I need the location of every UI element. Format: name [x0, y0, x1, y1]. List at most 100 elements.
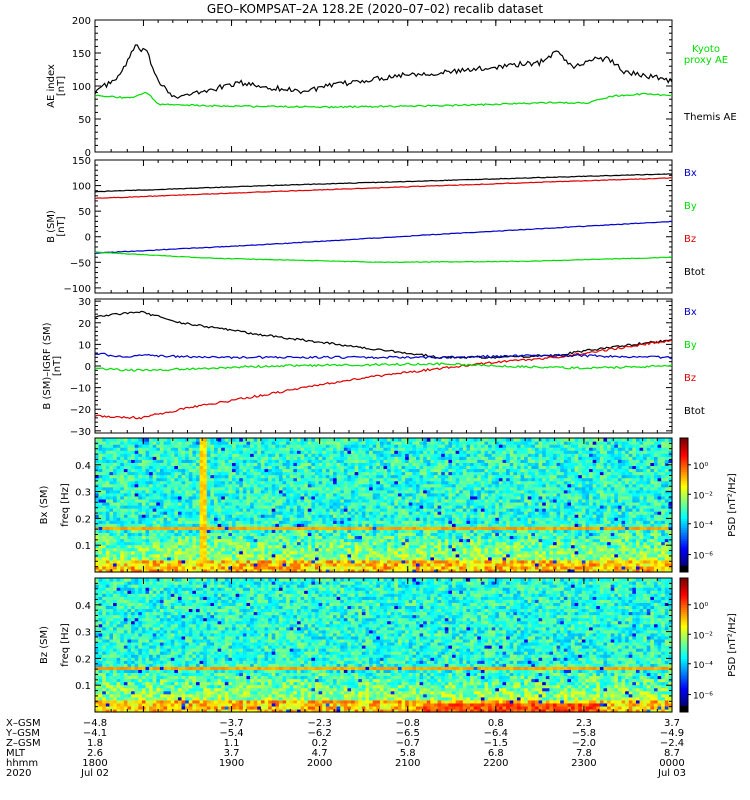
- spectrogram-cell: [152, 538, 157, 543]
- spectrogram-cell: [520, 492, 525, 497]
- spectrogram-cell: [304, 498, 309, 503]
- spectrogram-cell: [480, 486, 486, 491]
- spectrogram-cell: [581, 550, 587, 555]
- spectrogram-cell: [574, 565, 579, 570]
- spectrogram-cell: [322, 511, 327, 515]
- spectrogram-cell: [506, 501, 511, 506]
- spectrogram-cell: [177, 483, 183, 488]
- spectrogram-cell: [574, 547, 579, 552]
- spectrogram-cell: [610, 526, 615, 530]
- spectrogram-cell: [448, 505, 453, 509]
- spectrogram-cell: [603, 523, 608, 527]
- spectrogram-cell: [639, 565, 644, 570]
- spectrogram-cell: [116, 517, 121, 521]
- spectrogram-cell: [131, 556, 136, 561]
- spectrogram-cell: [275, 553, 280, 558]
- spectrogram-cell: [195, 550, 201, 555]
- spectrogram-cell: [444, 505, 450, 509]
- spectrogram-cell: [383, 505, 388, 509]
- spectrogram-cell: [369, 505, 374, 509]
- spectrogram-cell: [614, 514, 619, 518]
- spectrogram-cell: [571, 532, 576, 537]
- spectrogram-cell: [549, 486, 554, 491]
- spectrogram-cell: [448, 550, 453, 555]
- spectrogram-cell: [524, 553, 529, 558]
- spectrogram-cell: [643, 538, 648, 543]
- spectrogram-cell: [531, 559, 536, 564]
- spectrogram-cell: [484, 526, 489, 530]
- spectrogram-cell: [282, 492, 287, 497]
- spectrogram-cell: [444, 492, 450, 497]
- spectrogram-cell: [264, 508, 269, 512]
- spectrogram-cell: [369, 556, 374, 561]
- spectrogram-cell: [239, 529, 244, 534]
- spectrogram-cell: [138, 538, 143, 543]
- spectrogram-cell: [426, 511, 431, 515]
- spectrogram-cell: [214, 568, 219, 573]
- spectrogram-cell: [145, 538, 150, 543]
- spectrogram-cell: [293, 538, 298, 543]
- spectrogram-cell: [145, 550, 150, 555]
- y-axis-label: B (SM): [46, 210, 57, 243]
- spectrogram-cell: [538, 568, 543, 573]
- spectrogram-cell: [643, 501, 648, 506]
- spectrogram-cell: [318, 562, 323, 567]
- spectrogram-cell: [163, 526, 168, 530]
- spectrogram-cell: [491, 501, 496, 506]
- spectrogram-cell: [560, 508, 565, 512]
- spectrogram-cell: [134, 538, 139, 543]
- spectrogram-cell: [596, 565, 601, 570]
- spectrogram-cell: [246, 514, 251, 518]
- spectrogram-cell: [264, 562, 269, 567]
- spectrogram-cell: [430, 505, 435, 509]
- spectrogram-cell: [95, 520, 100, 524]
- spectrogram-cell: [149, 541, 154, 546]
- spectrogram-cell: [563, 541, 569, 546]
- spectrogram-cell: [235, 532, 240, 537]
- spectrogram-cell: [415, 492, 421, 497]
- spectrogram-cell: [387, 532, 392, 537]
- spectrogram-cell: [452, 526, 457, 530]
- spectrogram-cell: [314, 517, 320, 521]
- spectrogram-cell: [625, 529, 630, 534]
- spectrogram-cell: [574, 508, 579, 512]
- spectrogram-cell: [585, 532, 590, 537]
- spectrogram-cell: [552, 559, 558, 564]
- spectrogram-cell: [365, 486, 370, 491]
- spectrogram-cell: [545, 514, 550, 518]
- spectrogram-cell: [397, 520, 403, 524]
- spectrogram-cell: [293, 532, 298, 537]
- spectrogram-cell: [610, 495, 615, 500]
- spectrogram-cell: [542, 508, 547, 512]
- spectrogram-cell: [278, 520, 284, 524]
- spectrogram-cell: [415, 547, 421, 552]
- spectrogram-cell: [491, 568, 496, 573]
- spectrogram-cell: [257, 495, 262, 500]
- spectrogram-cell: [387, 501, 392, 506]
- spectrogram-cell: [632, 556, 637, 561]
- spectrogram-cell: [170, 562, 175, 567]
- spectrogram-cell: [466, 492, 471, 497]
- spectrogram-cell: [621, 495, 626, 500]
- spectrogram-cell: [405, 486, 410, 491]
- spectrogram-cell: [235, 538, 240, 543]
- spectrogram-cell: [105, 532, 111, 537]
- spectrogram-cell: [214, 492, 219, 497]
- spectrogram-cell: [412, 495, 417, 500]
- spectrogram-cell: [253, 529, 258, 534]
- spectrogram-cell: [455, 556, 460, 561]
- spectrogram-cell: [250, 523, 255, 527]
- spectrogram-cell: [383, 565, 388, 570]
- spectrogram-cell: [325, 535, 331, 540]
- spectrogram-cell: [224, 547, 230, 552]
- spectrogram-cell: [437, 520, 442, 524]
- spectrogram-cell: [343, 544, 349, 549]
- spectrogram-cell: [610, 538, 615, 543]
- spectrogram-cell: [340, 508, 345, 512]
- spectrogram-cell: [358, 498, 363, 503]
- spectrogram-cell: [311, 523, 316, 527]
- spectrogram-cell: [113, 547, 118, 552]
- spectrogram-cell: [473, 565, 478, 570]
- spectrogram-cell: [253, 495, 258, 500]
- spectrogram-cell: [552, 529, 558, 534]
